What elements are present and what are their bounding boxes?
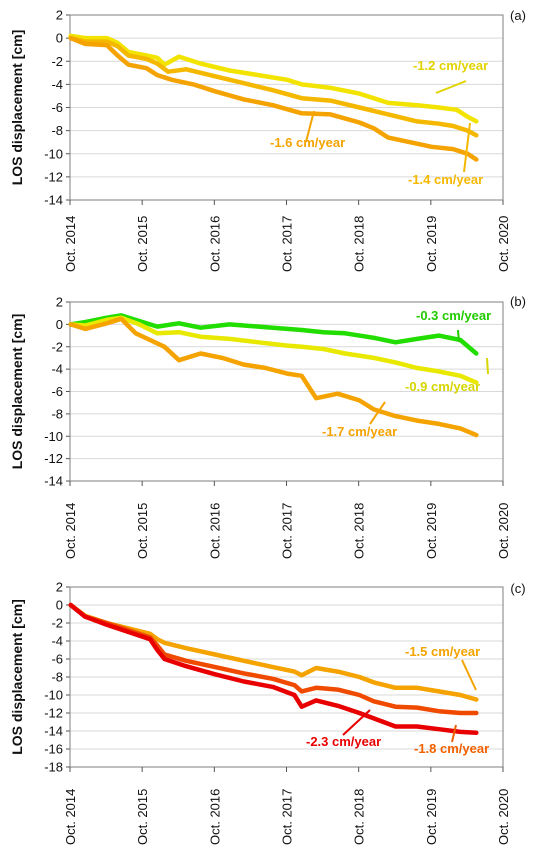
x-tick-label: Oct. 2016 (207, 503, 222, 559)
rate-annotation: -1.2 cm/year (413, 58, 488, 73)
annotation-leader (342, 709, 371, 736)
y-tick-label: -6 (51, 384, 63, 399)
x-tick-label: Oct. 2015 (135, 216, 150, 272)
y-tick-label: -14 (44, 193, 63, 208)
y-tick-label: -6 (51, 652, 63, 667)
y-axis-label: LOS displacement [cm] (9, 599, 25, 755)
rate-annotation: -1.5 cm/year (405, 644, 480, 659)
series-line-2 (68, 35, 479, 138)
rate-annotation: -1.6 cm/year (270, 135, 345, 150)
y-tick-label: -8 (51, 406, 63, 421)
x-tick-label: Oct. 2020 (496, 789, 511, 845)
rate-annotation: -1.4 cm/year (408, 172, 483, 187)
y-tick-label: -2 (51, 616, 63, 631)
x-tick-label: Oct. 2019 (424, 216, 439, 272)
annotation-leader (435, 80, 467, 94)
rate-annotation: -1.7 cm/year (322, 424, 397, 439)
y-tick-label: 0 (56, 31, 63, 46)
rate-annotation: -2.3 cm/year (306, 734, 381, 749)
x-tick-label: Oct. 2016 (207, 789, 222, 845)
annotation-leader (305, 110, 315, 143)
rate-annotation: -0.3 cm/year (416, 308, 491, 323)
y-tick-label: -18 (44, 760, 63, 775)
x-tick-label: Oct. 2018 (352, 789, 367, 845)
series-line-1 (68, 602, 479, 702)
y-tick-label: -4 (51, 77, 63, 92)
y-tick-label: -14 (44, 724, 63, 739)
y-tick-label: -10 (44, 429, 63, 444)
x-tick-label: Oct. 2017 (280, 503, 295, 559)
x-tick-label: Oct. 2015 (135, 503, 150, 559)
x-tick-label: Oct. 2014 (63, 216, 78, 272)
x-tick-label: Oct. 2019 (424, 789, 439, 845)
x-tick-label: Oct. 2014 (63, 503, 78, 559)
annotation-leader (451, 724, 457, 743)
y-axis-label: LOS displacement [cm] (9, 30, 25, 186)
x-tick-label: Oct. 2020 (496, 503, 511, 559)
y-tick-label: -4 (51, 362, 63, 377)
annotation-leader (457, 329, 460, 343)
y-tick-label: -6 (51, 100, 63, 115)
y-tick-label: -10 (44, 688, 63, 703)
series-line-1 (68, 313, 479, 356)
x-tick-label: Oct. 2015 (135, 789, 150, 845)
y-tick-label: 0 (56, 598, 63, 613)
panel-label: (b) (510, 294, 526, 309)
y-tick-label: -14 (44, 474, 63, 489)
x-tick-label: Oct. 2020 (496, 216, 511, 272)
y-tick-label: -2 (51, 339, 63, 354)
series-line-1 (68, 33, 479, 124)
x-tick-label: Oct. 2018 (352, 503, 367, 559)
y-tick-label: 0 (56, 317, 63, 332)
y-tick-label: -10 (44, 146, 63, 161)
panel-label: (c) (510, 581, 525, 596)
annotation-leader (461, 659, 477, 691)
annotation-leader (369, 401, 386, 425)
y-tick-label: -2 (51, 54, 63, 69)
y-tick-label: -8 (51, 670, 63, 685)
y-tick-label: -12 (44, 169, 63, 184)
series-line-3 (68, 35, 479, 162)
y-tick-label: -12 (44, 706, 63, 721)
y-tick-label: -16 (44, 742, 63, 757)
x-tick-label: Oct. 2016 (207, 216, 222, 272)
x-tick-label: Oct. 2018 (352, 216, 367, 272)
rate-annotation: -0.9 cm/year (405, 379, 480, 394)
annotation-leader (463, 122, 471, 173)
x-tick-label: Oct. 2017 (280, 216, 295, 272)
rate-annotation: -1.8 cm/year (414, 741, 489, 756)
series-line-3 (68, 602, 479, 736)
y-axis-label: LOS displacement [cm] (9, 314, 25, 470)
series-line-3 (68, 316, 479, 438)
x-tick-label: Oct. 2017 (280, 789, 295, 845)
x-tick-label: Oct. 2019 (424, 503, 439, 559)
y-tick-label: -4 (51, 634, 63, 649)
y-tick-label: 2 (56, 580, 63, 595)
y-tick-label: 2 (56, 8, 63, 23)
y-tick-label: 2 (56, 295, 63, 310)
annotation-leader (486, 357, 489, 375)
y-tick-label: -8 (51, 123, 63, 138)
panel-label: (a) (510, 8, 526, 23)
y-tick-label: -12 (44, 451, 63, 466)
x-tick-label: Oct. 2014 (63, 789, 78, 845)
